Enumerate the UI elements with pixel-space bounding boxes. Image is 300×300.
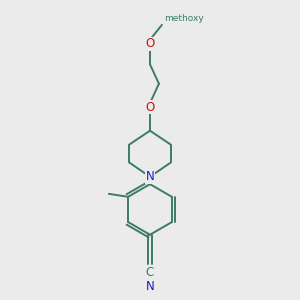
- Text: O: O: [146, 101, 154, 114]
- Text: O: O: [146, 38, 154, 50]
- Text: C: C: [146, 266, 154, 279]
- Text: N: N: [146, 170, 154, 183]
- Text: methoxy: methoxy: [164, 14, 204, 23]
- Text: N: N: [146, 280, 154, 293]
